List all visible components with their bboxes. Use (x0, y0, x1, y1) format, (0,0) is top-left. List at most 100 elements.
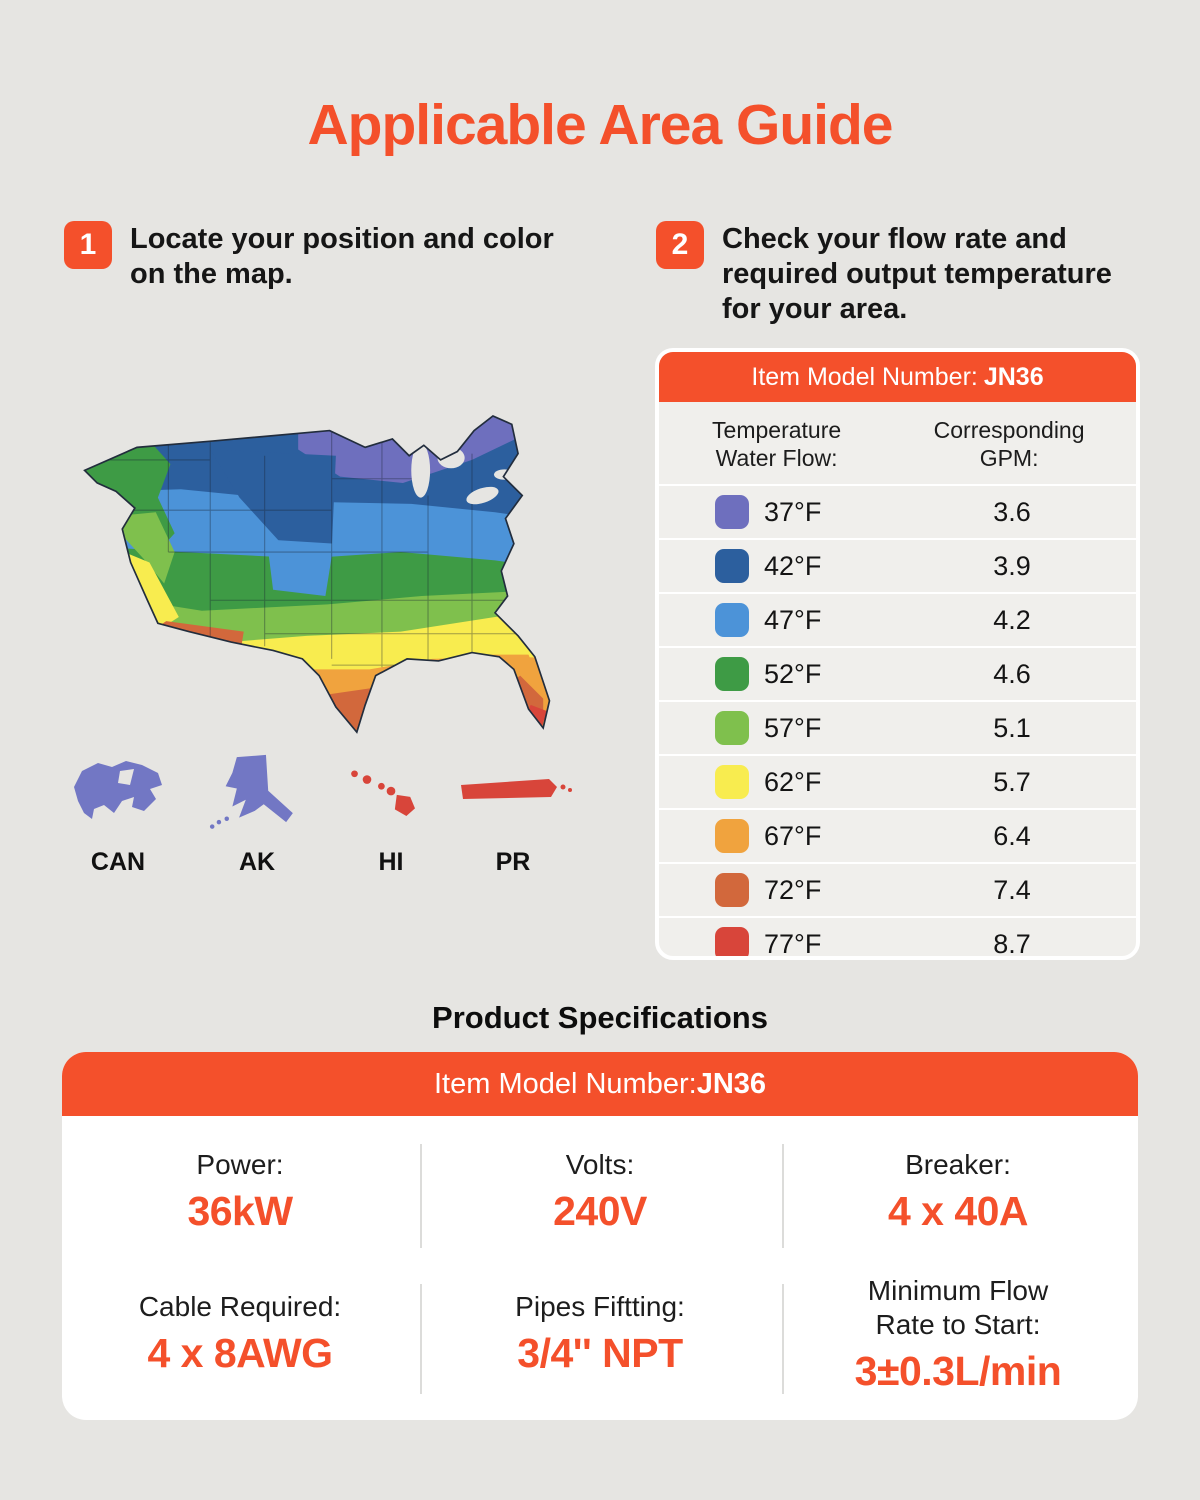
temp-label: 42°F (764, 550, 822, 581)
flow-header-prefix: Item Model Number: (751, 362, 978, 391)
spec-breaker: Breaker: 4 x 40A (788, 1148, 1128, 1235)
mini-map-pr: PR (448, 748, 578, 877)
temp-color-swatch (715, 873, 749, 907)
temp-label: 37°F (764, 496, 822, 527)
spec-value: 36kW (187, 1188, 293, 1234)
flow-column-headers: Temperature Water Flow: Corresponding GP… (659, 402, 1136, 484)
spec-min-flow: Minimum Flow Rate to Start: 3±0.3L/min (788, 1274, 1128, 1395)
temp-color-swatch (715, 765, 749, 799)
flow-table-row: 67°F 6.4 (659, 808, 1136, 862)
flow-table-row: 37°F 3.6 (659, 484, 1136, 538)
flow-table-row: 57°F 5.1 (659, 700, 1136, 754)
spec-label: Power: (196, 1149, 284, 1180)
mini-label-ak: AK (238, 848, 276, 876)
gpm-value: 3.9 (993, 550, 1031, 581)
mini-map-ak: AK (192, 748, 322, 877)
gpm-value: 4.2 (993, 604, 1031, 635)
temp-label: 62°F (764, 766, 822, 797)
spec-header-model: JN36 (696, 1067, 767, 1100)
spec-pipes: Pipes Fiftting: 3/4'' NPT (430, 1290, 770, 1377)
temp-label: 77°F (764, 928, 822, 959)
step-2-text: Check your flow rate and required output… (722, 223, 1112, 325)
temp-color-swatch (715, 495, 749, 529)
spec-volts: Volts: 240V (430, 1148, 770, 1235)
flow-table-row: 52°F 4.6 (659, 646, 1136, 700)
temp-label: 52°F (764, 658, 822, 689)
gpm-value: 6.4 (993, 820, 1031, 851)
map-california-57f (111, 512, 175, 584)
spec-label: Cable Required: (138, 1291, 342, 1322)
mini-label-hi: HI (378, 848, 404, 876)
divider (782, 1284, 784, 1394)
flow-table-row: 62°F 5.7 (659, 754, 1136, 808)
col-header-gpm: Corresponding GPM: (933, 417, 1085, 471)
flow-table-row: 72°F 7.4 (659, 862, 1136, 916)
spec-label: Minimum Flow Rate to Start: (867, 1275, 1049, 1340)
flow-header-model: JN36 (983, 362, 1044, 391)
gpm-value: 3.6 (993, 496, 1031, 527)
temp-color-swatch (715, 819, 749, 853)
spec-power: Power: 36kW (70, 1148, 410, 1235)
hawaii-islands (351, 770, 415, 817)
page-title: Applicable Area Guide (307, 93, 893, 157)
temp-label: 67°F (764, 820, 822, 851)
spec-value: 3±0.3L/min (854, 1348, 1062, 1394)
temp-color-swatch (715, 657, 749, 691)
flow-table-row: 42°F 3.9 (659, 538, 1136, 592)
temp-label: 47°F (764, 604, 822, 635)
step-1-text: Locate your position and color on the ma… (130, 223, 554, 290)
flow-table-rows: 37°F 3.6 42°F 3.9 47°F 4.2 52°F 4.6 57°F 5.1 … (659, 484, 1136, 959)
divider (782, 1144, 784, 1248)
canada-shape (74, 761, 162, 819)
col-header-temp: Temperature Water Flow: (712, 417, 842, 471)
spec-value: 4 x 40A (887, 1188, 1029, 1234)
gpm-value: 5.7 (993, 766, 1031, 797)
spec-label: Volts: (565, 1149, 635, 1180)
step-2-badge: 2 (656, 221, 704, 269)
spec-cable: Cable Required: 4 x 8AWG (70, 1290, 410, 1377)
divider (420, 1284, 422, 1394)
temp-label: 57°F (764, 712, 822, 743)
us-temperature-map (55, 395, 600, 751)
gpm-value: 8.7 (993, 928, 1031, 959)
gpm-value: 7.4 (993, 874, 1031, 905)
flow-rate-table: Item Model Number: JN36 Temperature Wate… (655, 348, 1140, 960)
mini-map-can: CAN (62, 748, 174, 877)
gpm-value: 5.1 (993, 712, 1031, 743)
mini-label-pr: PR (495, 848, 531, 876)
spec-value: 240V (553, 1188, 647, 1234)
temp-color-swatch (715, 927, 749, 956)
temp-color-swatch (715, 711, 749, 745)
hudson-bay (118, 769, 134, 785)
mini-map-hi: HI (336, 748, 446, 877)
puerto-rico-shape (461, 779, 572, 799)
state-borders (84, 430, 516, 668)
spec-value: 4 x 8AWG (147, 1330, 333, 1376)
map-texas-tip-72f (327, 688, 372, 733)
temp-color-swatch (715, 603, 749, 637)
spec-card-header: Item Model Number: JN36 (62, 1052, 1138, 1116)
flow-table-row: 47°F 4.2 (659, 592, 1136, 646)
spec-value: 3/4'' NPT (517, 1330, 683, 1376)
map-arizona-72f (153, 621, 244, 697)
spec-label: Pipes Fiftting: (515, 1291, 685, 1322)
aleutian-islands (209, 816, 229, 829)
map-colorado-47f (266, 539, 334, 597)
temp-color-swatch (715, 549, 749, 583)
spec-card: Item Model Number: JN36 Power: 36kW Volt… (62, 1052, 1138, 1420)
mini-label-can: CAN (90, 848, 146, 876)
alaska-shape (225, 754, 293, 823)
map-rockies-42f (210, 449, 336, 550)
spec-section-title: Product Specifications (432, 1000, 768, 1035)
divider (420, 1144, 422, 1248)
temp-label: 72°F (764, 874, 822, 905)
flow-table-row: 77°F 8.7 (659, 916, 1136, 959)
spec-header-prefix: Item Model Number: (433, 1067, 697, 1100)
map-florida-tip-77f (526, 704, 548, 728)
gpm-value: 4.6 (993, 658, 1031, 689)
us-outline (83, 414, 551, 734)
spec-label: Breaker: (905, 1149, 1011, 1180)
step-1-badge: 1 (64, 221, 112, 269)
flow-table-header: Item Model Number: JN36 (659, 352, 1136, 402)
